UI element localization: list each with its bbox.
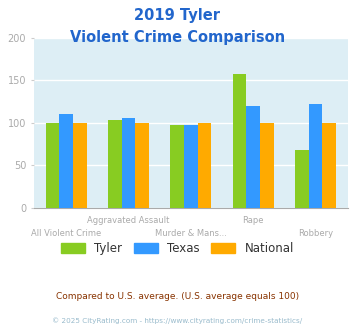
Text: Compared to U.S. average. (U.S. average equals 100): Compared to U.S. average. (U.S. average … (56, 292, 299, 301)
Bar (135, 123, 149, 208)
Text: Violent Crime Comparison: Violent Crime Comparison (70, 30, 285, 45)
Text: Rape: Rape (242, 216, 264, 225)
Bar (233, 74, 246, 208)
Bar (170, 125, 184, 208)
Bar (260, 123, 274, 208)
Bar (108, 120, 122, 208)
Text: Robbery: Robbery (298, 229, 333, 238)
Text: All Violent Crime: All Violent Crime (31, 229, 101, 238)
Text: Murder & Mans...: Murder & Mans... (155, 229, 227, 238)
Text: Aggravated Assault: Aggravated Assault (87, 216, 170, 225)
Bar (322, 123, 336, 208)
Bar (59, 115, 73, 208)
Bar (198, 123, 211, 208)
Text: 2019 Tyler: 2019 Tyler (135, 8, 220, 23)
Bar (308, 104, 322, 208)
Bar (45, 123, 59, 208)
Bar (246, 106, 260, 208)
Legend: Tyler, Texas, National: Tyler, Texas, National (56, 237, 299, 260)
Text: © 2025 CityRating.com - https://www.cityrating.com/crime-statistics/: © 2025 CityRating.com - https://www.city… (53, 317, 302, 324)
Bar (73, 123, 87, 208)
Bar (122, 118, 135, 208)
Bar (295, 150, 308, 208)
Bar (184, 125, 198, 208)
